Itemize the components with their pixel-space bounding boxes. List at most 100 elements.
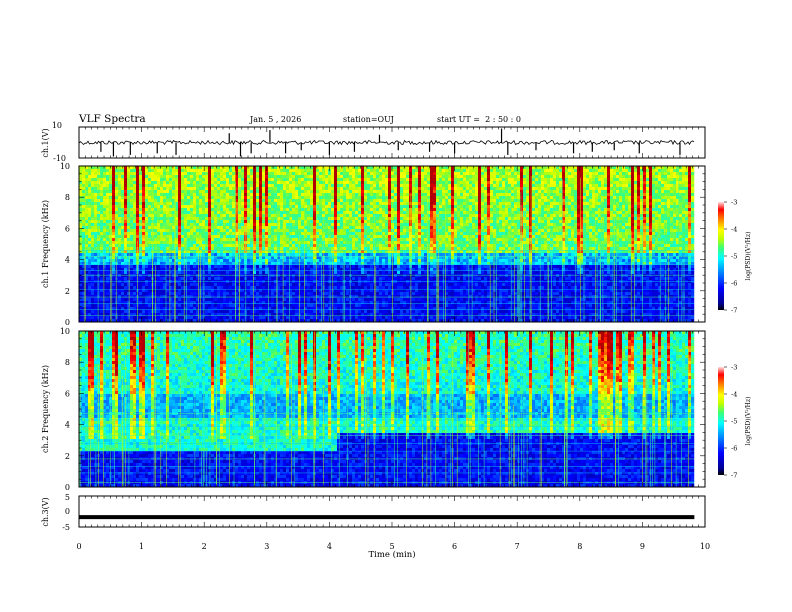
spec-cell bbox=[127, 223, 131, 227]
spec-cell bbox=[235, 313, 239, 317]
spec-cell bbox=[214, 253, 218, 257]
spec-cell bbox=[271, 313, 275, 317]
spec-cell bbox=[262, 304, 266, 308]
spec-cell bbox=[268, 178, 272, 182]
spec-cell bbox=[238, 205, 242, 209]
spec-cell bbox=[163, 172, 167, 176]
spec-cell bbox=[250, 247, 254, 251]
spec-cell bbox=[358, 274, 362, 278]
spec-cell bbox=[325, 244, 329, 248]
spec-cell bbox=[124, 268, 128, 272]
spec-cell bbox=[220, 301, 224, 305]
spec-cell bbox=[334, 289, 338, 293]
spec-cell bbox=[271, 220, 275, 224]
spec-cell bbox=[340, 211, 344, 215]
spec-cell bbox=[310, 307, 314, 311]
spec-cell bbox=[187, 238, 191, 242]
spec-cell bbox=[118, 289, 122, 293]
spec-cell bbox=[343, 235, 347, 239]
spec-cell bbox=[346, 175, 350, 179]
spec-cell bbox=[319, 187, 323, 191]
spec-cell bbox=[277, 259, 281, 263]
spec-cell bbox=[334, 292, 338, 296]
spec-cell bbox=[118, 247, 122, 251]
spec-cell bbox=[124, 175, 128, 179]
spec-cell bbox=[157, 304, 161, 308]
spec-cell bbox=[334, 178, 338, 182]
spec-cell bbox=[85, 196, 89, 200]
spec-cell bbox=[250, 226, 254, 230]
spec-cell bbox=[169, 232, 173, 236]
spec-cell bbox=[328, 214, 332, 218]
spec-cell bbox=[199, 169, 203, 173]
spec-cell bbox=[217, 265, 221, 269]
spec-cell bbox=[286, 223, 290, 227]
spec-cell bbox=[118, 313, 122, 317]
spec-cell bbox=[349, 193, 353, 197]
spec-cell bbox=[214, 295, 218, 299]
spec-cell bbox=[358, 226, 362, 230]
spec-cell bbox=[340, 262, 344, 266]
spec-cell bbox=[361, 250, 365, 254]
spec-cell bbox=[337, 193, 341, 197]
spec-cell bbox=[325, 166, 329, 170]
spec-cell bbox=[181, 307, 185, 311]
spec-cell bbox=[337, 319, 341, 323]
spec-cell bbox=[106, 259, 110, 263]
spec-cell bbox=[193, 199, 197, 203]
spec-cell bbox=[160, 205, 164, 209]
spec-cell bbox=[331, 226, 335, 230]
spec-cell bbox=[292, 301, 296, 305]
spec-cell bbox=[289, 217, 293, 221]
spec-cell bbox=[88, 169, 92, 173]
spec-cell bbox=[124, 232, 128, 236]
spec-cell bbox=[103, 289, 107, 293]
spec-cell bbox=[94, 220, 98, 224]
spec-cell bbox=[217, 235, 221, 239]
spec-cell bbox=[295, 193, 299, 197]
spec-cell bbox=[148, 223, 152, 227]
spec-cell bbox=[292, 211, 296, 215]
spec-cell bbox=[217, 226, 221, 230]
spec-cell bbox=[106, 265, 110, 269]
spec-cell bbox=[100, 295, 104, 299]
spec-cell bbox=[364, 214, 368, 218]
spec-cell bbox=[292, 295, 296, 299]
spec-cell bbox=[265, 199, 269, 203]
spec-cell bbox=[85, 229, 89, 233]
spec-cell bbox=[160, 304, 164, 308]
spec-cell bbox=[241, 175, 245, 179]
spec-cell bbox=[292, 193, 296, 197]
spec-cell bbox=[358, 193, 362, 197]
spec-cell bbox=[160, 265, 164, 269]
spec-cell bbox=[193, 202, 197, 206]
spec-cell bbox=[217, 217, 221, 221]
spec-cell bbox=[310, 217, 314, 221]
spec-cell bbox=[151, 190, 155, 194]
spec-cell bbox=[271, 211, 275, 215]
spec-cell bbox=[313, 238, 317, 242]
spec-cell bbox=[349, 211, 353, 215]
spec-cell bbox=[307, 292, 311, 296]
spec-cell bbox=[211, 316, 215, 320]
spec-cell bbox=[274, 250, 278, 254]
spec-cell bbox=[361, 205, 365, 209]
spec-cell bbox=[307, 253, 311, 257]
spec-cell bbox=[199, 184, 203, 188]
spec-cell bbox=[112, 172, 116, 176]
spec-cell bbox=[157, 232, 161, 236]
spec-cell bbox=[139, 169, 143, 173]
spec-cell bbox=[280, 211, 284, 215]
spec-cell bbox=[160, 256, 164, 260]
spec-cell bbox=[328, 292, 332, 296]
spec-cell bbox=[346, 238, 350, 242]
spec-cell bbox=[175, 235, 179, 239]
spec-cell bbox=[283, 184, 287, 188]
spec-cell bbox=[355, 256, 359, 260]
spec-cell bbox=[310, 172, 314, 176]
spec-cell bbox=[148, 199, 152, 203]
spec-cell bbox=[172, 190, 176, 194]
spec-cell bbox=[256, 262, 260, 266]
spec-cell bbox=[289, 187, 293, 191]
spec-cell bbox=[334, 175, 338, 179]
